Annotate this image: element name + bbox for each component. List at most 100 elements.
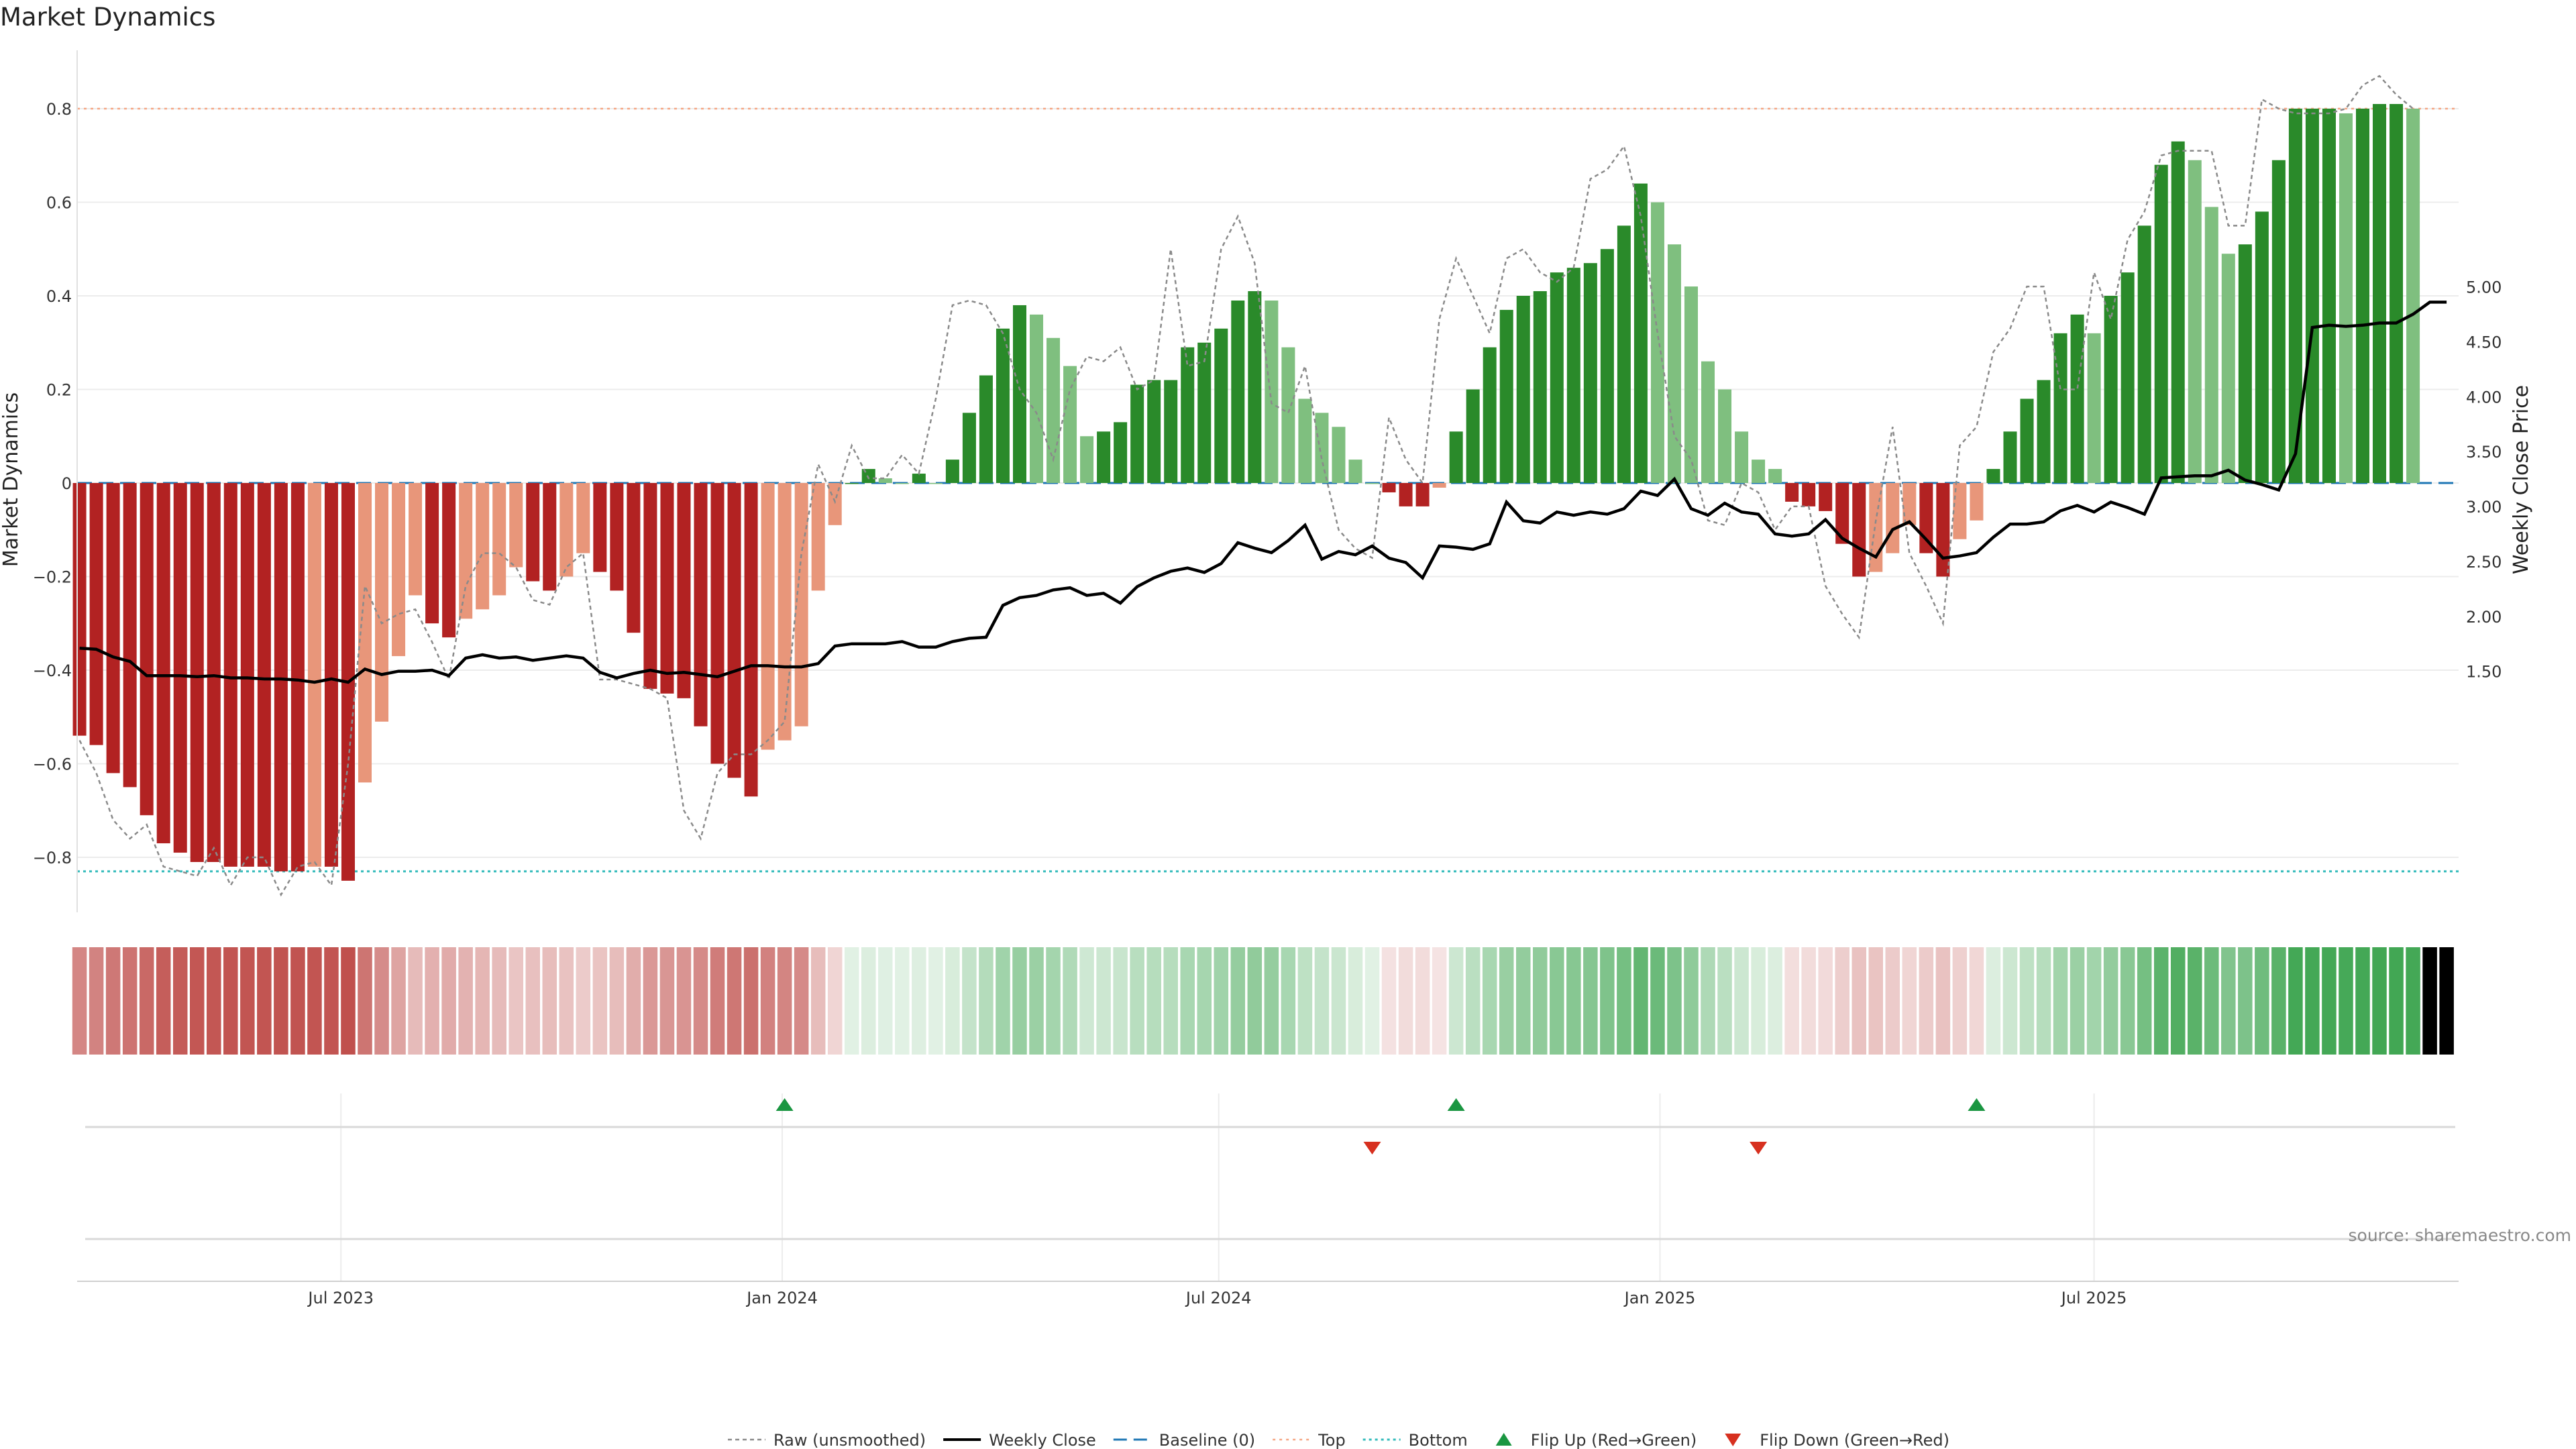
heat-cell bbox=[89, 947, 104, 1055]
y2-tick-label: 5.00 bbox=[2466, 278, 2502, 297]
dynamics-bar bbox=[324, 483, 338, 867]
dynamics-bar bbox=[1970, 483, 1984, 521]
dynamics-bar bbox=[777, 483, 792, 741]
dynamics-bar bbox=[1701, 361, 1715, 483]
dynamics-bar bbox=[895, 483, 909, 484]
heat-cell bbox=[659, 947, 675, 1055]
heat-cell bbox=[408, 947, 423, 1055]
dynamics-bar bbox=[2339, 113, 2353, 484]
heat-cell bbox=[1902, 947, 1917, 1055]
heat-cell bbox=[240, 947, 255, 1055]
heat-cell bbox=[1751, 947, 1766, 1055]
dynamics-bar bbox=[610, 483, 624, 591]
dynamics-bar bbox=[1785, 483, 1799, 502]
dynamics-bar bbox=[761, 483, 775, 750]
dynamics-bar bbox=[744, 483, 758, 797]
heat-cell bbox=[1784, 947, 1799, 1055]
dynamics-bar bbox=[223, 483, 237, 867]
dynamics-bar bbox=[1936, 483, 1950, 577]
dynamics-bar bbox=[643, 483, 657, 689]
y2-tick-label: 3.50 bbox=[2466, 443, 2502, 462]
heat-cell bbox=[1381, 947, 1397, 1055]
dynamics-bar bbox=[1365, 483, 1379, 484]
y-tick-label: −0.8 bbox=[33, 849, 72, 867]
heat-cell bbox=[156, 947, 171, 1055]
y2-tick-label: 2.50 bbox=[2466, 553, 2502, 572]
heat-cell bbox=[2255, 947, 2269, 1055]
dynamics-bar bbox=[2238, 244, 2252, 483]
heat-cell bbox=[2439, 947, 2454, 1055]
dynamics-bar bbox=[1499, 309, 1513, 483]
dynamics-bar bbox=[476, 483, 490, 610]
heat-cell bbox=[2002, 947, 2018, 1055]
heat-cell bbox=[341, 947, 356, 1055]
dynamics-bar bbox=[509, 483, 523, 568]
heat-cell bbox=[1448, 947, 1464, 1055]
heat-cell bbox=[1012, 947, 1027, 1055]
y-tick-label: 0.6 bbox=[46, 194, 72, 213]
dynamics-bar bbox=[1012, 305, 1026, 483]
dynamics-bar bbox=[1097, 431, 1111, 483]
heat-cell bbox=[878, 947, 893, 1055]
dynamics-bar bbox=[1600, 249, 1614, 483]
dynamics-bar bbox=[392, 483, 406, 657]
dynamics-bar bbox=[2003, 431, 2017, 483]
y2-tick-label: 4.50 bbox=[2466, 333, 2502, 352]
y2-tick-label: 1.50 bbox=[2466, 663, 2502, 682]
dynamics-bar bbox=[2221, 254, 2235, 483]
heat-cell bbox=[1952, 947, 1968, 1055]
heat-cell bbox=[1096, 947, 1111, 1055]
heat-cell bbox=[72, 947, 87, 1055]
y-tick-label: 0.2 bbox=[46, 381, 72, 400]
flip-up-marker bbox=[775, 1098, 794, 1111]
dynamics-bar bbox=[1550, 272, 1564, 483]
heat-cell bbox=[2153, 947, 2169, 1055]
dynamics-bar bbox=[2288, 109, 2302, 483]
dynamics-bar bbox=[543, 483, 557, 591]
y-tick-label: 0.8 bbox=[46, 100, 72, 119]
heat-cell bbox=[559, 947, 574, 1055]
dynamics-bar bbox=[996, 328, 1010, 483]
legend-entry: Bottom bbox=[1362, 1431, 1468, 1449]
dynamics-bar bbox=[442, 483, 456, 638]
legend-entry: Weekly Close bbox=[943, 1431, 1096, 1449]
dynamics-bar bbox=[1835, 483, 1849, 544]
heat-cell bbox=[1851, 947, 1867, 1055]
dynamics-bar bbox=[375, 483, 389, 722]
heat-cell bbox=[1600, 947, 1615, 1055]
dynamics-bar bbox=[593, 483, 607, 572]
heat-cell bbox=[1667, 947, 1682, 1055]
heat-cell bbox=[861, 947, 876, 1055]
dynamics-bar bbox=[190, 483, 204, 862]
dynamics-bar bbox=[1583, 263, 1597, 483]
dynamics-bar bbox=[928, 483, 943, 484]
dynamics-bar bbox=[1768, 469, 1782, 483]
heat-cell bbox=[1835, 947, 1849, 1055]
y2-axis-title: Weekly Close Price bbox=[2510, 385, 2533, 574]
heat-cell bbox=[1230, 947, 1246, 1055]
dynamics-bar bbox=[1214, 328, 1228, 483]
heat-cell bbox=[475, 947, 490, 1055]
heat-cell bbox=[1398, 947, 1413, 1055]
dynamics-bar bbox=[1030, 314, 1044, 483]
heat-cell bbox=[525, 947, 541, 1055]
heat-cell bbox=[2053, 947, 2068, 1055]
heat-cell bbox=[1583, 947, 1598, 1055]
legend-entry: Flip Up (Red→Green) bbox=[1495, 1431, 1697, 1449]
heat-cell bbox=[2120, 947, 2135, 1055]
heat-cell bbox=[1515, 947, 1531, 1055]
dynamics-bar bbox=[2070, 314, 2084, 483]
dynamics-bar bbox=[1819, 483, 1833, 511]
legend-entry: Flip Down (Green→Red) bbox=[1725, 1431, 1949, 1449]
heat-cell bbox=[492, 947, 506, 1055]
heat-cell bbox=[189, 947, 205, 1055]
heat-cell bbox=[207, 947, 221, 1055]
flip-down-marker bbox=[1363, 1142, 1381, 1155]
heat-cell bbox=[2019, 947, 2035, 1055]
heat-cell bbox=[2221, 947, 2236, 1055]
dynamics-bar bbox=[1986, 469, 2000, 483]
dynamics-bar bbox=[2204, 207, 2218, 483]
dynamics-bar bbox=[1130, 384, 1144, 483]
legend: Raw (unsmoothed) Weekly Close Baseline (0)… bbox=[728, 1431, 1949, 1449]
